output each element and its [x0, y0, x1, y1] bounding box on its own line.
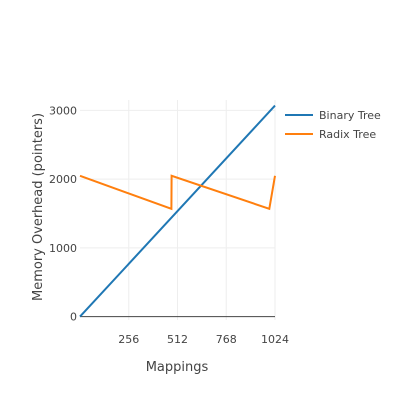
axes: 256 512 768 1024 0 1000 2000 3000 [49, 104, 289, 346]
x-tick-label: 512 [167, 333, 188, 346]
y-tick-label: 0 [70, 311, 77, 324]
y-axis-title: Memory Overhead (pointers) [31, 113, 46, 301]
y-tick-label: 2000 [49, 173, 77, 186]
y-tick-label: 3000 [49, 104, 77, 117]
y-tick-label: 1000 [49, 242, 77, 255]
series-lines [79, 104, 276, 318]
series-line-binary-tree [79, 104, 276, 318]
legend-label: Radix Tree [319, 128, 376, 141]
x-tick-label: 768 [216, 333, 237, 346]
grid [80, 100, 276, 320]
legend: Binary Tree Radix Tree [285, 109, 381, 141]
x-tick-label: 1024 [261, 333, 289, 346]
legend-label: Binary Tree [319, 109, 381, 122]
x-tick-label: 256 [118, 333, 139, 346]
series-line-radix-tree [79, 174, 276, 211]
x-axis-title: Mappings [146, 360, 209, 375]
